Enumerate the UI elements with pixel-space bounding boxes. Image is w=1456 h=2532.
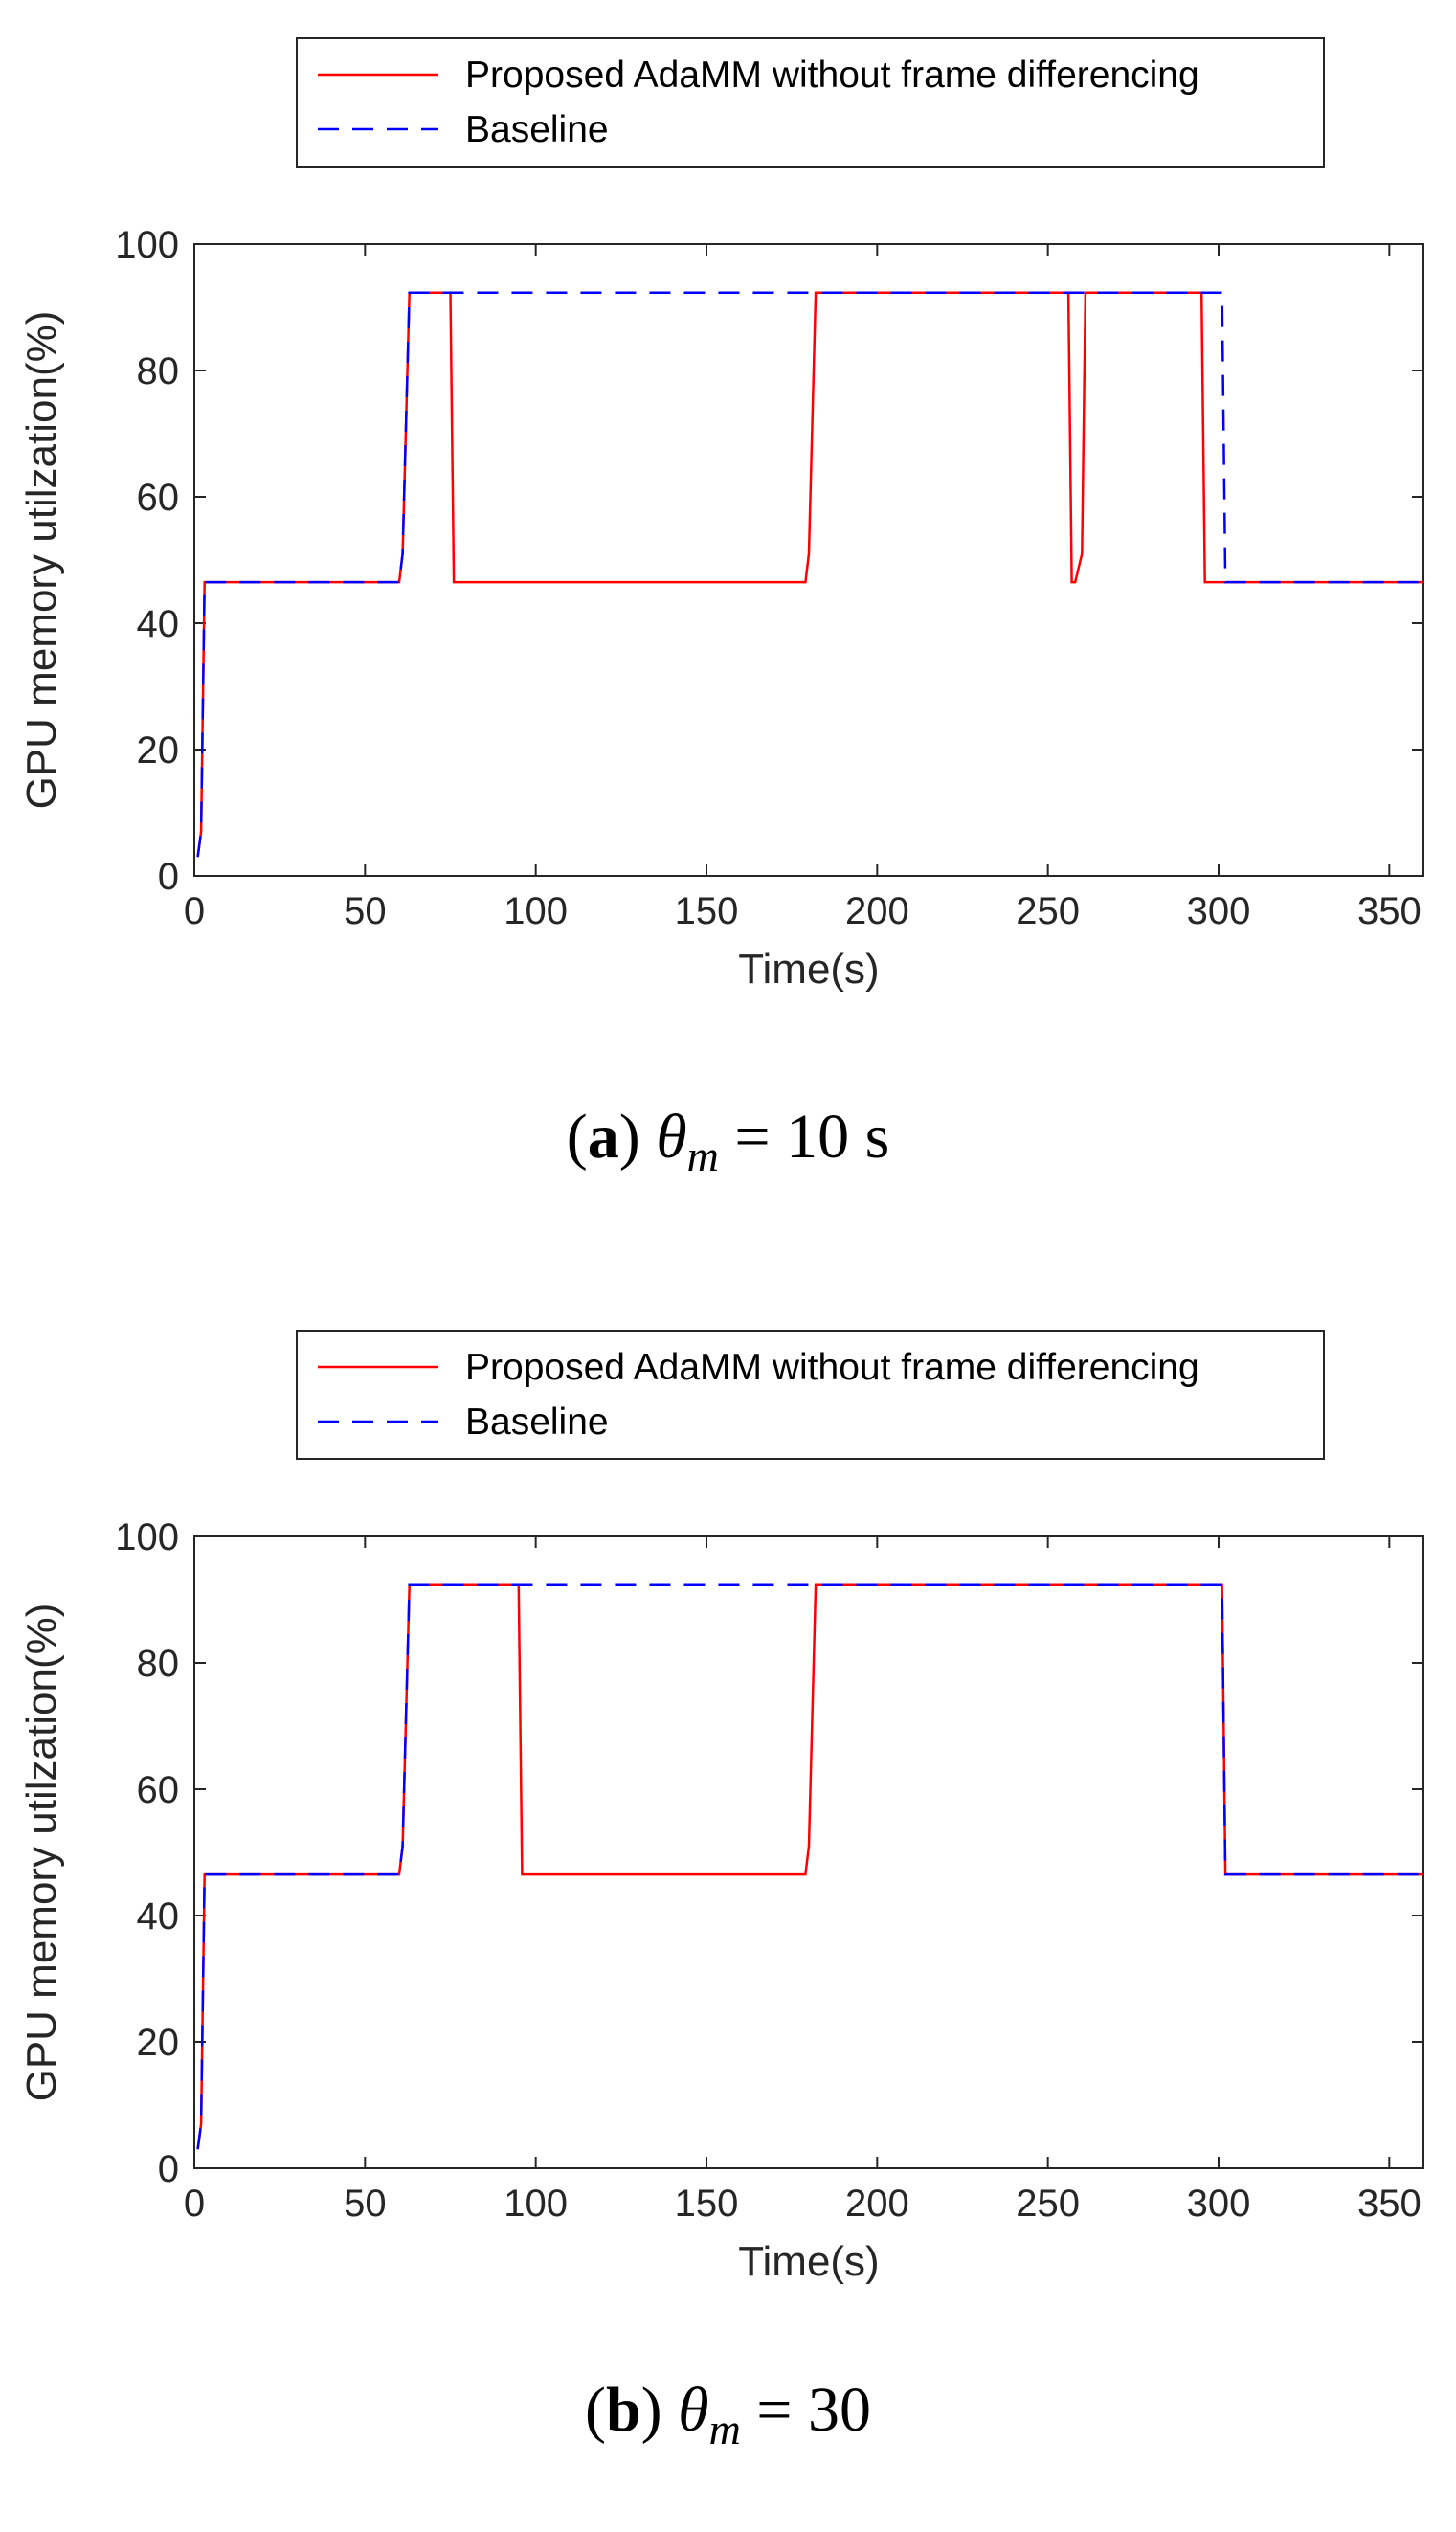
caption-a-theta: θ [656, 1102, 687, 1172]
chart-b-legend-label-1: Baseline [465, 1401, 609, 1443]
chart-a-series-baseline-line [196, 291, 1423, 858]
caption-a: (a) θm = 10 s [566, 1102, 890, 1181]
caption-b-letter: b [605, 2375, 641, 2445]
chart-b-ylabel: GPU memory utilzation(%) [18, 1603, 65, 2102]
chart-a-series-proposed-line [196, 291, 1423, 858]
chart-b-xtick-label: 150 [675, 2183, 739, 2225]
chart-b-ytick-label: 80 [137, 1643, 180, 1685]
chart-a-xtick-label: 250 [1016, 890, 1080, 932]
chart-b-ytick-label: 60 [137, 1769, 180, 1811]
chart-a-ytick-label: 40 [137, 603, 180, 645]
figure-a: 0 50 100 150 200 250 300 350 0 20 40 60 80 100 Time(s)… [0, 0, 1456, 1240]
chart-a-xtick-label: 50 [344, 890, 387, 932]
figure-b: 0 50 100 150 200 250 300 350 0 20 40 60 80 100 Time(s)… [0, 1292, 1456, 2532]
chart-b-series-proposed-line [196, 1583, 1423, 2150]
caption-b-value: 30 [808, 2375, 872, 2445]
chart-b-xtick-label: 250 [1016, 2183, 1080, 2225]
chart-a-legend-label-1: Baseline [465, 109, 609, 150]
chart-a: 0 50 100 150 200 250 300 350 0 20 40 60 80 100 Time(s)… [18, 37, 1424, 993]
chart-b-xtick-label: 200 [845, 2183, 909, 2225]
chart-b-xtick-label: 50 [344, 2183, 387, 2225]
caption-a-value: 10 s [786, 1102, 890, 1172]
chart-a-xtick-label: 0 [184, 890, 205, 932]
chart-a-legend-label-0: Proposed AdaMM without frame differencin… [465, 55, 1199, 96]
chart-a-ylabel: GPU memory utilzation(%) [18, 311, 65, 810]
caption-b: (b) θm = 30 [584, 2375, 872, 2454]
chart-a-ytick-label: 60 [137, 477, 180, 519]
chart-a-ytick-label: 80 [137, 350, 180, 392]
chart-b-xtick-label: 100 [504, 2183, 568, 2225]
chart-b-xtick-label: 300 [1187, 2183, 1251, 2225]
chart-a-xtick-label: 300 [1187, 890, 1251, 932]
caption-a-letter: a [587, 1102, 619, 1172]
chart-b-xlabel: Time(s) [738, 2238, 879, 2285]
chart-a-ytick-label: 0 [158, 856, 179, 898]
chart-a-xtick-label: 200 [845, 890, 909, 932]
caption-b-theta: θ [678, 2375, 709, 2445]
chart-b-ytick-label: 20 [137, 2022, 180, 2064]
chart-a-xtick-label: 150 [675, 890, 739, 932]
chart-b-ytick-label: 0 [158, 2148, 179, 2190]
chart-a-ytick-label: 100 [115, 224, 179, 266]
chart-b: 0 50 100 150 200 250 300 350 0 20 40 60 80 100 Time(s)… [18, 1330, 1424, 2285]
chart-b-xtick-label: 350 [1357, 2183, 1422, 2225]
chart-a-ytick-label: 20 [137, 729, 180, 772]
chart-b-ytick-label: 100 [115, 1516, 179, 1558]
chart-b-ytick-label: 40 [137, 1895, 180, 1938]
chart-b-legend-box [296, 1330, 1325, 1460]
chart-a-xtick-label: 100 [504, 890, 568, 932]
chart-a-xtick-label: 350 [1357, 890, 1422, 932]
chart-b-series-baseline-line [196, 1583, 1423, 2150]
caption-a-sub: m [686, 1132, 719, 1181]
chart-a-xlabel: Time(s) [738, 946, 879, 993]
chart-b-legend-label-0: Proposed AdaMM without frame differencin… [465, 1347, 1199, 1388]
chart-b-xtick-label: 0 [184, 2183, 205, 2225]
chart-a-legend-box [296, 37, 1325, 168]
caption-b-sub: m [708, 2405, 741, 2454]
